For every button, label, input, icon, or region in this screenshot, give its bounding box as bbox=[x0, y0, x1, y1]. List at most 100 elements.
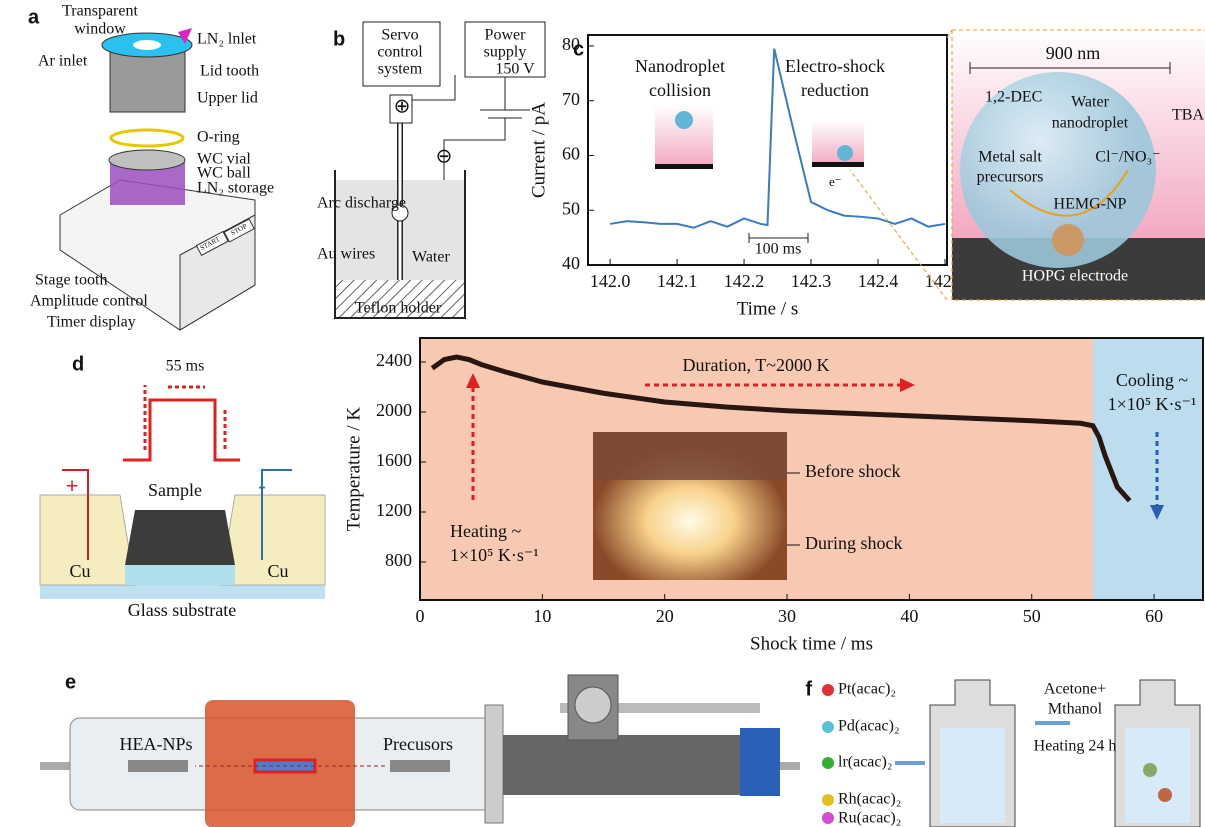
label: Lid tooth bbox=[200, 63, 259, 80]
inset-electrode bbox=[812, 162, 864, 167]
x-axis-label: Time / s bbox=[737, 298, 799, 319]
label: During shock bbox=[805, 533, 903, 553]
x-tick-label: 20 bbox=[656, 606, 674, 626]
droplet bbox=[675, 111, 693, 129]
y-tick-label: 800 bbox=[385, 550, 412, 570]
label: + bbox=[66, 473, 79, 498]
label: Pd(acac)₂ bbox=[838, 718, 900, 735]
label: Servo bbox=[381, 27, 418, 44]
label: 55 ms bbox=[166, 358, 205, 375]
label: a bbox=[28, 6, 40, 28]
y-tick-label: 80 bbox=[562, 34, 580, 54]
droplet bbox=[837, 145, 853, 161]
label: Glass substrate bbox=[128, 600, 236, 620]
x-tick-label: 142.4 bbox=[858, 271, 899, 291]
y-tick-label: 2000 bbox=[376, 400, 412, 420]
label: Power bbox=[485, 27, 527, 44]
label: - bbox=[258, 473, 265, 498]
x-tick-label: 50 bbox=[1023, 606, 1041, 626]
label: Amplitude control bbox=[30, 293, 148, 310]
sample bbox=[125, 510, 235, 565]
dot bbox=[822, 757, 834, 769]
label: Electro-shock bbox=[785, 56, 885, 76]
vessel-in bbox=[1125, 728, 1190, 823]
label: supply bbox=[484, 44, 527, 61]
flange bbox=[485, 705, 503, 823]
y-axis-label: Current / pA bbox=[528, 102, 549, 198]
y-tick-label: 2400 bbox=[376, 350, 412, 370]
dot-arrows bbox=[145, 385, 225, 450]
label: Teflon holder bbox=[355, 300, 442, 317]
boat bbox=[390, 760, 450, 772]
x-tick-label: 142.3 bbox=[791, 271, 832, 291]
o-ring bbox=[111, 130, 183, 146]
substrate-mid bbox=[125, 565, 235, 585]
gear bbox=[575, 687, 611, 723]
y-tick-label: 40 bbox=[562, 253, 580, 273]
vial-top bbox=[109, 150, 185, 170]
x-tick-label: 0 bbox=[416, 606, 425, 626]
x-tick-label: 10 bbox=[533, 606, 551, 626]
label: e⁻ bbox=[829, 174, 842, 189]
label: Cl⁻/NO₃⁻ bbox=[1095, 149, 1160, 166]
label: Before shock bbox=[805, 461, 900, 481]
label: lr(acac)₂ bbox=[838, 754, 892, 771]
label: collision bbox=[649, 80, 711, 100]
x-tick-label: 60 bbox=[1145, 606, 1163, 626]
label: Au wires bbox=[317, 246, 375, 263]
label: TBA⁺ bbox=[1172, 107, 1205, 124]
label: HOPG electrode bbox=[1022, 268, 1128, 285]
panel-a: a Transparent window LN₂ lnlet Ar inlet … bbox=[28, 3, 274, 331]
label: O-ring bbox=[197, 129, 240, 146]
y-tick-label: 1600 bbox=[376, 450, 412, 470]
panel-b: b Servo control system Power supply 150 … bbox=[317, 22, 545, 318]
label: d bbox=[72, 353, 84, 375]
label: Cooling ~ bbox=[1116, 370, 1189, 390]
label: 150 V bbox=[495, 61, 535, 78]
panel-e: e HEA-NPs Precusors bbox=[40, 671, 800, 827]
label: LN₂ storage bbox=[197, 180, 274, 197]
x-axis-label: Shock time / ms bbox=[750, 633, 873, 654]
label: Heating ~ bbox=[450, 521, 521, 541]
label: Cu bbox=[267, 561, 288, 581]
panel-d: d 55 ms Sample + - Cu Cu Glass substrate bbox=[40, 353, 325, 620]
y-tick-label: 70 bbox=[562, 89, 580, 109]
label: Nanodroplet bbox=[635, 56, 725, 76]
label: Upper lid bbox=[197, 90, 258, 107]
x-tick-label: 30 bbox=[778, 606, 796, 626]
x-tick-label: 40 bbox=[900, 606, 918, 626]
x-tick-label: 142.2 bbox=[724, 271, 765, 291]
label: system bbox=[378, 61, 423, 78]
vessel-in bbox=[940, 728, 1005, 823]
label: 900 nm bbox=[1046, 43, 1101, 63]
label: window bbox=[74, 21, 126, 38]
motor bbox=[740, 728, 780, 796]
label: Stage tooth bbox=[35, 272, 107, 289]
label: LN₂ lnlet bbox=[197, 31, 257, 48]
label: precursors bbox=[977, 169, 1044, 186]
label: Duration, T~2000 K bbox=[683, 355, 830, 375]
panel-c-schematic: 900 nm 1,2-DEC Water nanodroplet TBA⁺ Me… bbox=[850, 30, 1205, 300]
label: 1×10⁵ K·s⁻¹ bbox=[1108, 394, 1197, 414]
np bbox=[1158, 788, 1172, 802]
label: 1×10⁵ K·s⁻¹ bbox=[450, 545, 539, 565]
np bbox=[1052, 224, 1084, 256]
label: f bbox=[805, 678, 812, 700]
label: Ar inlet bbox=[38, 53, 88, 70]
label: Water bbox=[1071, 94, 1109, 111]
label: Mthanol bbox=[1048, 701, 1103, 718]
label: Heating 24 h bbox=[1034, 738, 1117, 755]
photo-top bbox=[593, 432, 787, 480]
x-tick-label: 142.1 bbox=[657, 271, 698, 291]
dot bbox=[822, 812, 834, 824]
y-axis-label: Temperature / K bbox=[343, 407, 364, 532]
y-tick-label: 1200 bbox=[376, 500, 412, 520]
label: e bbox=[65, 671, 76, 693]
label: Arc discharge bbox=[317, 195, 406, 212]
pulse bbox=[123, 400, 240, 460]
glass bbox=[40, 585, 325, 599]
dot bbox=[822, 721, 834, 733]
y-tick-label: 50 bbox=[562, 198, 580, 218]
upper-lid bbox=[110, 50, 185, 112]
